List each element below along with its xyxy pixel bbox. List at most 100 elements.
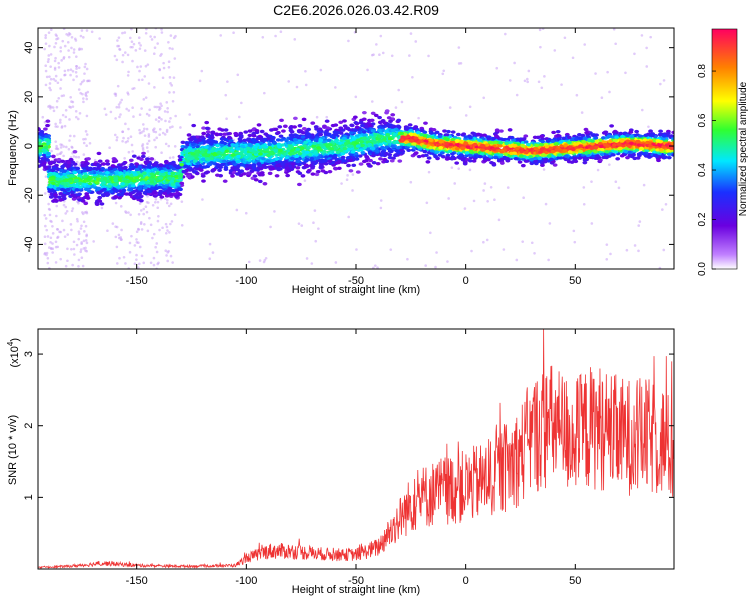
spectrogram-speckle (137, 78, 141, 82)
spectrogram-speckle (304, 69, 307, 73)
spectrogram-speckle (71, 69, 75, 73)
spectrogram-cell (498, 141, 504, 145)
spectrogram-speckle (417, 116, 420, 120)
spectrogram-speckle (200, 69, 204, 73)
spectrogram-speckle (55, 144, 58, 148)
spectrogram-speckle (80, 80, 84, 84)
spectrogram-speckle (139, 209, 143, 212)
spectrogram-speckle (130, 143, 134, 147)
spectrogram-speckle (381, 51, 385, 55)
spectrogram-speckle (447, 197, 450, 200)
spectrogram-speckle (166, 229, 169, 232)
spectrogram-speckle (57, 96, 61, 100)
spectrogram-speckle (71, 105, 75, 108)
spectrogram-speckle (201, 198, 204, 201)
spectrogram-speckle (155, 250, 159, 254)
spectrogram-cell (580, 133, 586, 138)
spectrogram-speckle (76, 117, 80, 121)
spectrogram-speckle (168, 76, 172, 79)
spectrogram-cell (72, 150, 78, 154)
spectrogram-cell (161, 185, 167, 189)
spectrogram-speckle (43, 242, 47, 246)
spectrogram-speckle (640, 34, 644, 37)
spectrogram-cell (388, 119, 393, 123)
spectrogram-speckle (614, 42, 617, 46)
spectrogram-speckle (146, 150, 150, 153)
spectrogram-speckle (121, 31, 124, 35)
spectrogram-speckle (640, 108, 644, 112)
spectrogram-speckle (172, 76, 176, 79)
spectrogram-cell (310, 172, 316, 176)
spectrogram-speckle (448, 106, 452, 109)
spectrogram-speckle (166, 251, 170, 254)
spectrogram-cell (355, 170, 361, 174)
spectrogram-cell (220, 128, 225, 132)
spectrogram-speckle (154, 130, 158, 134)
spectrogram-speckle (74, 155, 78, 159)
spectrogram-cell (177, 187, 182, 191)
spectrogram-speckle (80, 224, 83, 228)
spectrogram-speckle (269, 225, 272, 229)
spectrogram-speckle (61, 219, 64, 223)
spectrogram-speckle (295, 85, 299, 89)
spectrogram-cell (117, 189, 123, 193)
spectrogram-speckle (235, 208, 239, 212)
spectrogram-cell (58, 198, 63, 202)
spectrogram-cell (364, 155, 370, 159)
spectrogram-cell (46, 165, 52, 169)
spectrogram-cell (433, 154, 439, 159)
spectrogram-cell (346, 163, 351, 168)
spectrogram-speckle (434, 265, 437, 269)
spectrogram-speckle (572, 229, 576, 233)
spectrogram-speckle (157, 261, 160, 265)
spectrogram-cell (100, 166, 106, 171)
spectrogram-cell (48, 195, 54, 199)
spectrogram-speckle (468, 105, 472, 109)
spectrogram-speckle (98, 37, 101, 40)
spectrogram-cell (45, 119, 51, 123)
spectrogram-speckle (44, 217, 48, 220)
spectrogram-speckle (146, 195, 149, 198)
spectrogram-cell (58, 192, 64, 196)
spectrogram-cell (378, 157, 383, 161)
spectrogram-cell (77, 198, 83, 202)
spectrogram-speckle (136, 227, 140, 231)
spectrogram-cell (348, 158, 353, 163)
spectrogram-speckle (127, 211, 130, 214)
spectrogram-speckle (48, 266, 51, 269)
spectrogram-speckle (63, 69, 67, 73)
spectrogram-speckle (56, 81, 60, 85)
spectrogram-speckle (647, 125, 650, 129)
spectrogram-speckle (153, 138, 156, 142)
spectrogram-speckle (662, 79, 666, 82)
spectrogram-speckle (77, 258, 81, 262)
spectrogram-speckle (523, 79, 527, 83)
spectrogram-cell (174, 194, 179, 199)
spectrogram-speckle (547, 258, 550, 262)
spectrogram-speckle (297, 222, 301, 225)
spectrogram-speckle (156, 219, 160, 223)
spectrogram-speckle (47, 31, 51, 34)
spectrogram-speckle (138, 128, 141, 132)
spectrogram-cell (425, 160, 431, 164)
spectrogram-cell (240, 144, 246, 149)
spectrogram-speckle (170, 220, 174, 223)
spectrogram-speckle (258, 259, 262, 262)
spectrogram-cell (663, 155, 668, 159)
spectrogram-speckle (173, 57, 177, 60)
spectrogram-speckle (54, 140, 58, 143)
spectrogram-cell (298, 129, 303, 133)
spectrogram-speckle (43, 213, 47, 217)
spectrogram-speckle (464, 114, 468, 117)
spectrogram-speckle (43, 235, 47, 238)
spectrogram-speckle (120, 238, 123, 241)
spectrogram-speckle (149, 261, 153, 265)
spectrogram-speckle (263, 258, 267, 262)
spectrogram-cell (69, 190, 75, 195)
spectrogram-speckle (59, 146, 63, 149)
spectrogram-cell (38, 132, 44, 137)
spectrogram-speckle (75, 67, 78, 70)
spectrogram-speckle (379, 206, 383, 210)
spectrogram-speckle (126, 137, 130, 140)
spectrogram-speckle (79, 250, 83, 254)
